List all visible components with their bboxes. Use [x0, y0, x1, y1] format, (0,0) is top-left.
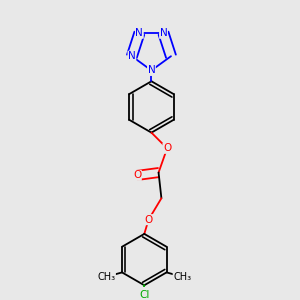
Text: CH₃: CH₃	[173, 272, 191, 282]
Text: Cl: Cl	[139, 290, 149, 300]
Text: O: O	[133, 170, 141, 180]
Text: CH₃: CH₃	[97, 272, 116, 282]
Text: N: N	[148, 65, 155, 75]
Text: N: N	[160, 28, 167, 38]
Text: O: O	[144, 214, 153, 225]
Text: N: N	[136, 28, 143, 38]
Text: O: O	[163, 143, 171, 153]
Text: N: N	[128, 51, 136, 61]
